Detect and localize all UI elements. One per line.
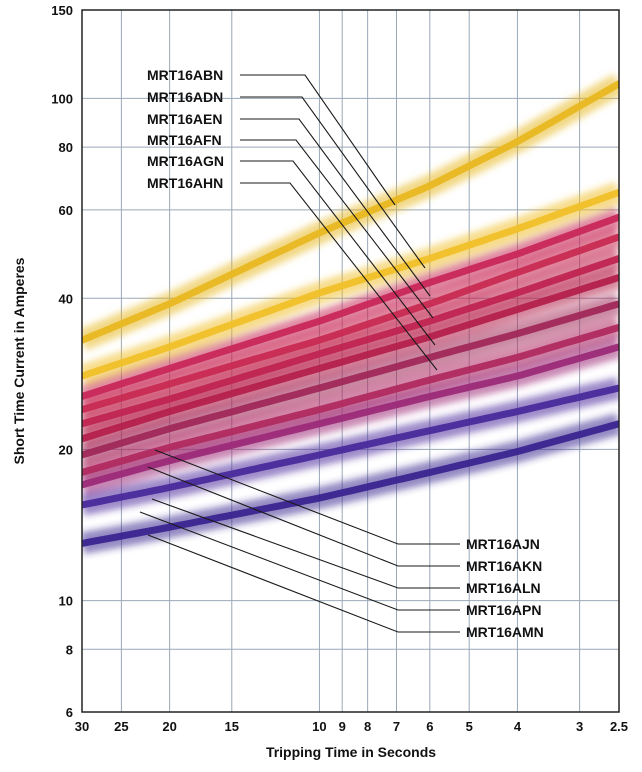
y-tick-label: 40 bbox=[59, 291, 73, 306]
series-label-mrt16apn: MRT16APN bbox=[466, 602, 541, 618]
x-tick-label: 25 bbox=[114, 719, 128, 734]
series-label-mrt16aen: MRT16AEN bbox=[147, 111, 222, 127]
y-tick-label: 20 bbox=[59, 442, 73, 457]
leader-line-mrt16aen bbox=[240, 118, 431, 297]
series-line-mrt16ajn bbox=[82, 300, 619, 459]
series-line-mrt16abn bbox=[82, 80, 619, 344]
y-tick-label: 10 bbox=[59, 594, 73, 609]
series-line-mrt16apn bbox=[82, 384, 619, 509]
plot-frame bbox=[81, 9, 620, 713]
x-tick-labels: 30 25 20 15 10 9 8 7 6 5 4 3 2.5 bbox=[75, 719, 628, 734]
leader-line-mrt16afn bbox=[240, 139, 434, 319]
series-label-mrt16abn: MRT16ABN bbox=[147, 67, 223, 83]
series-lines bbox=[82, 80, 619, 547]
series-line-mrt16amn bbox=[82, 420, 619, 547]
x-tick-label: 2.5 bbox=[610, 719, 628, 734]
x-tick-label: 8 bbox=[364, 719, 371, 734]
series-label-mrt16amn: MRT16AMN bbox=[466, 624, 544, 640]
series-line-mrt16afn bbox=[82, 233, 619, 414]
x-tick-label: 15 bbox=[225, 719, 239, 734]
x-tick-label: 3 bbox=[576, 719, 583, 734]
leader-lines bbox=[139, 74, 460, 633]
series-line-mrt16akn bbox=[82, 323, 619, 476]
x-tick-label: 4 bbox=[514, 719, 522, 734]
x-axis-title: Tripping Time in Seconds bbox=[266, 744, 436, 760]
x-tick-label: 7 bbox=[393, 719, 400, 734]
series-line-mrt16agn bbox=[82, 255, 619, 428]
y-axis-title: Short Time Current in Amperes bbox=[11, 257, 27, 464]
series-label-mrt16aln: MRT16ALN bbox=[466, 580, 541, 596]
series-line-mrt16ahn bbox=[82, 274, 619, 443]
y-tick-label: 60 bbox=[59, 203, 73, 218]
series-label-mrt16ahn: MRT16AHN bbox=[147, 175, 223, 191]
y-tick-labels: 6 8 10 20 40 60 80 100 150 bbox=[51, 3, 73, 720]
series-label-mrt16agn: MRT16AGN bbox=[147, 153, 224, 169]
leader-line-mrt16apn bbox=[139, 511, 460, 611]
series-labels: MRT16ABN MRT16ADN MRT16AEN MRT16AFN MRT16AGN… bbox=[147, 67, 544, 640]
leader-line-mrt16aln bbox=[151, 498, 460, 589]
series-label-mrt16adn: MRT16ADN bbox=[147, 89, 223, 105]
leader-line-mrt16adn bbox=[240, 96, 426, 269]
leader-line-mrt16ahn bbox=[240, 182, 438, 371]
x-tick-label: 10 bbox=[312, 719, 326, 734]
x-tick-label: 30 bbox=[75, 719, 89, 734]
y-tick-label: 100 bbox=[51, 91, 73, 106]
series-label-mrt16ajn: MRT16AJN bbox=[466, 536, 540, 552]
x-tick-label: 9 bbox=[339, 719, 346, 734]
y-tick-label: 80 bbox=[59, 140, 73, 155]
series-line-mrt16adn bbox=[82, 188, 619, 380]
leader-line-mrt16amn bbox=[147, 534, 460, 633]
leader-line-mrt16akn bbox=[147, 466, 460, 567]
y-tick-label: 150 bbox=[51, 3, 73, 18]
x-tick-label: 5 bbox=[466, 719, 473, 734]
series-line-mrt16aln bbox=[82, 343, 619, 489]
leader-line-mrt16agn bbox=[240, 160, 436, 346]
x-tick-label: 20 bbox=[162, 719, 176, 734]
leader-line-mrt16abn bbox=[240, 74, 396, 206]
y-tick-label: 8 bbox=[66, 642, 73, 657]
y-tick-label: 6 bbox=[66, 705, 73, 720]
series-line-mrt16aen bbox=[82, 213, 619, 400]
x-tick-label: 6 bbox=[426, 719, 433, 734]
leader-line-mrt16ajn bbox=[154, 449, 460, 545]
series-label-mrt16afn: MRT16AFN bbox=[147, 132, 222, 148]
series-label-mrt16akn: MRT16AKN bbox=[466, 558, 542, 574]
